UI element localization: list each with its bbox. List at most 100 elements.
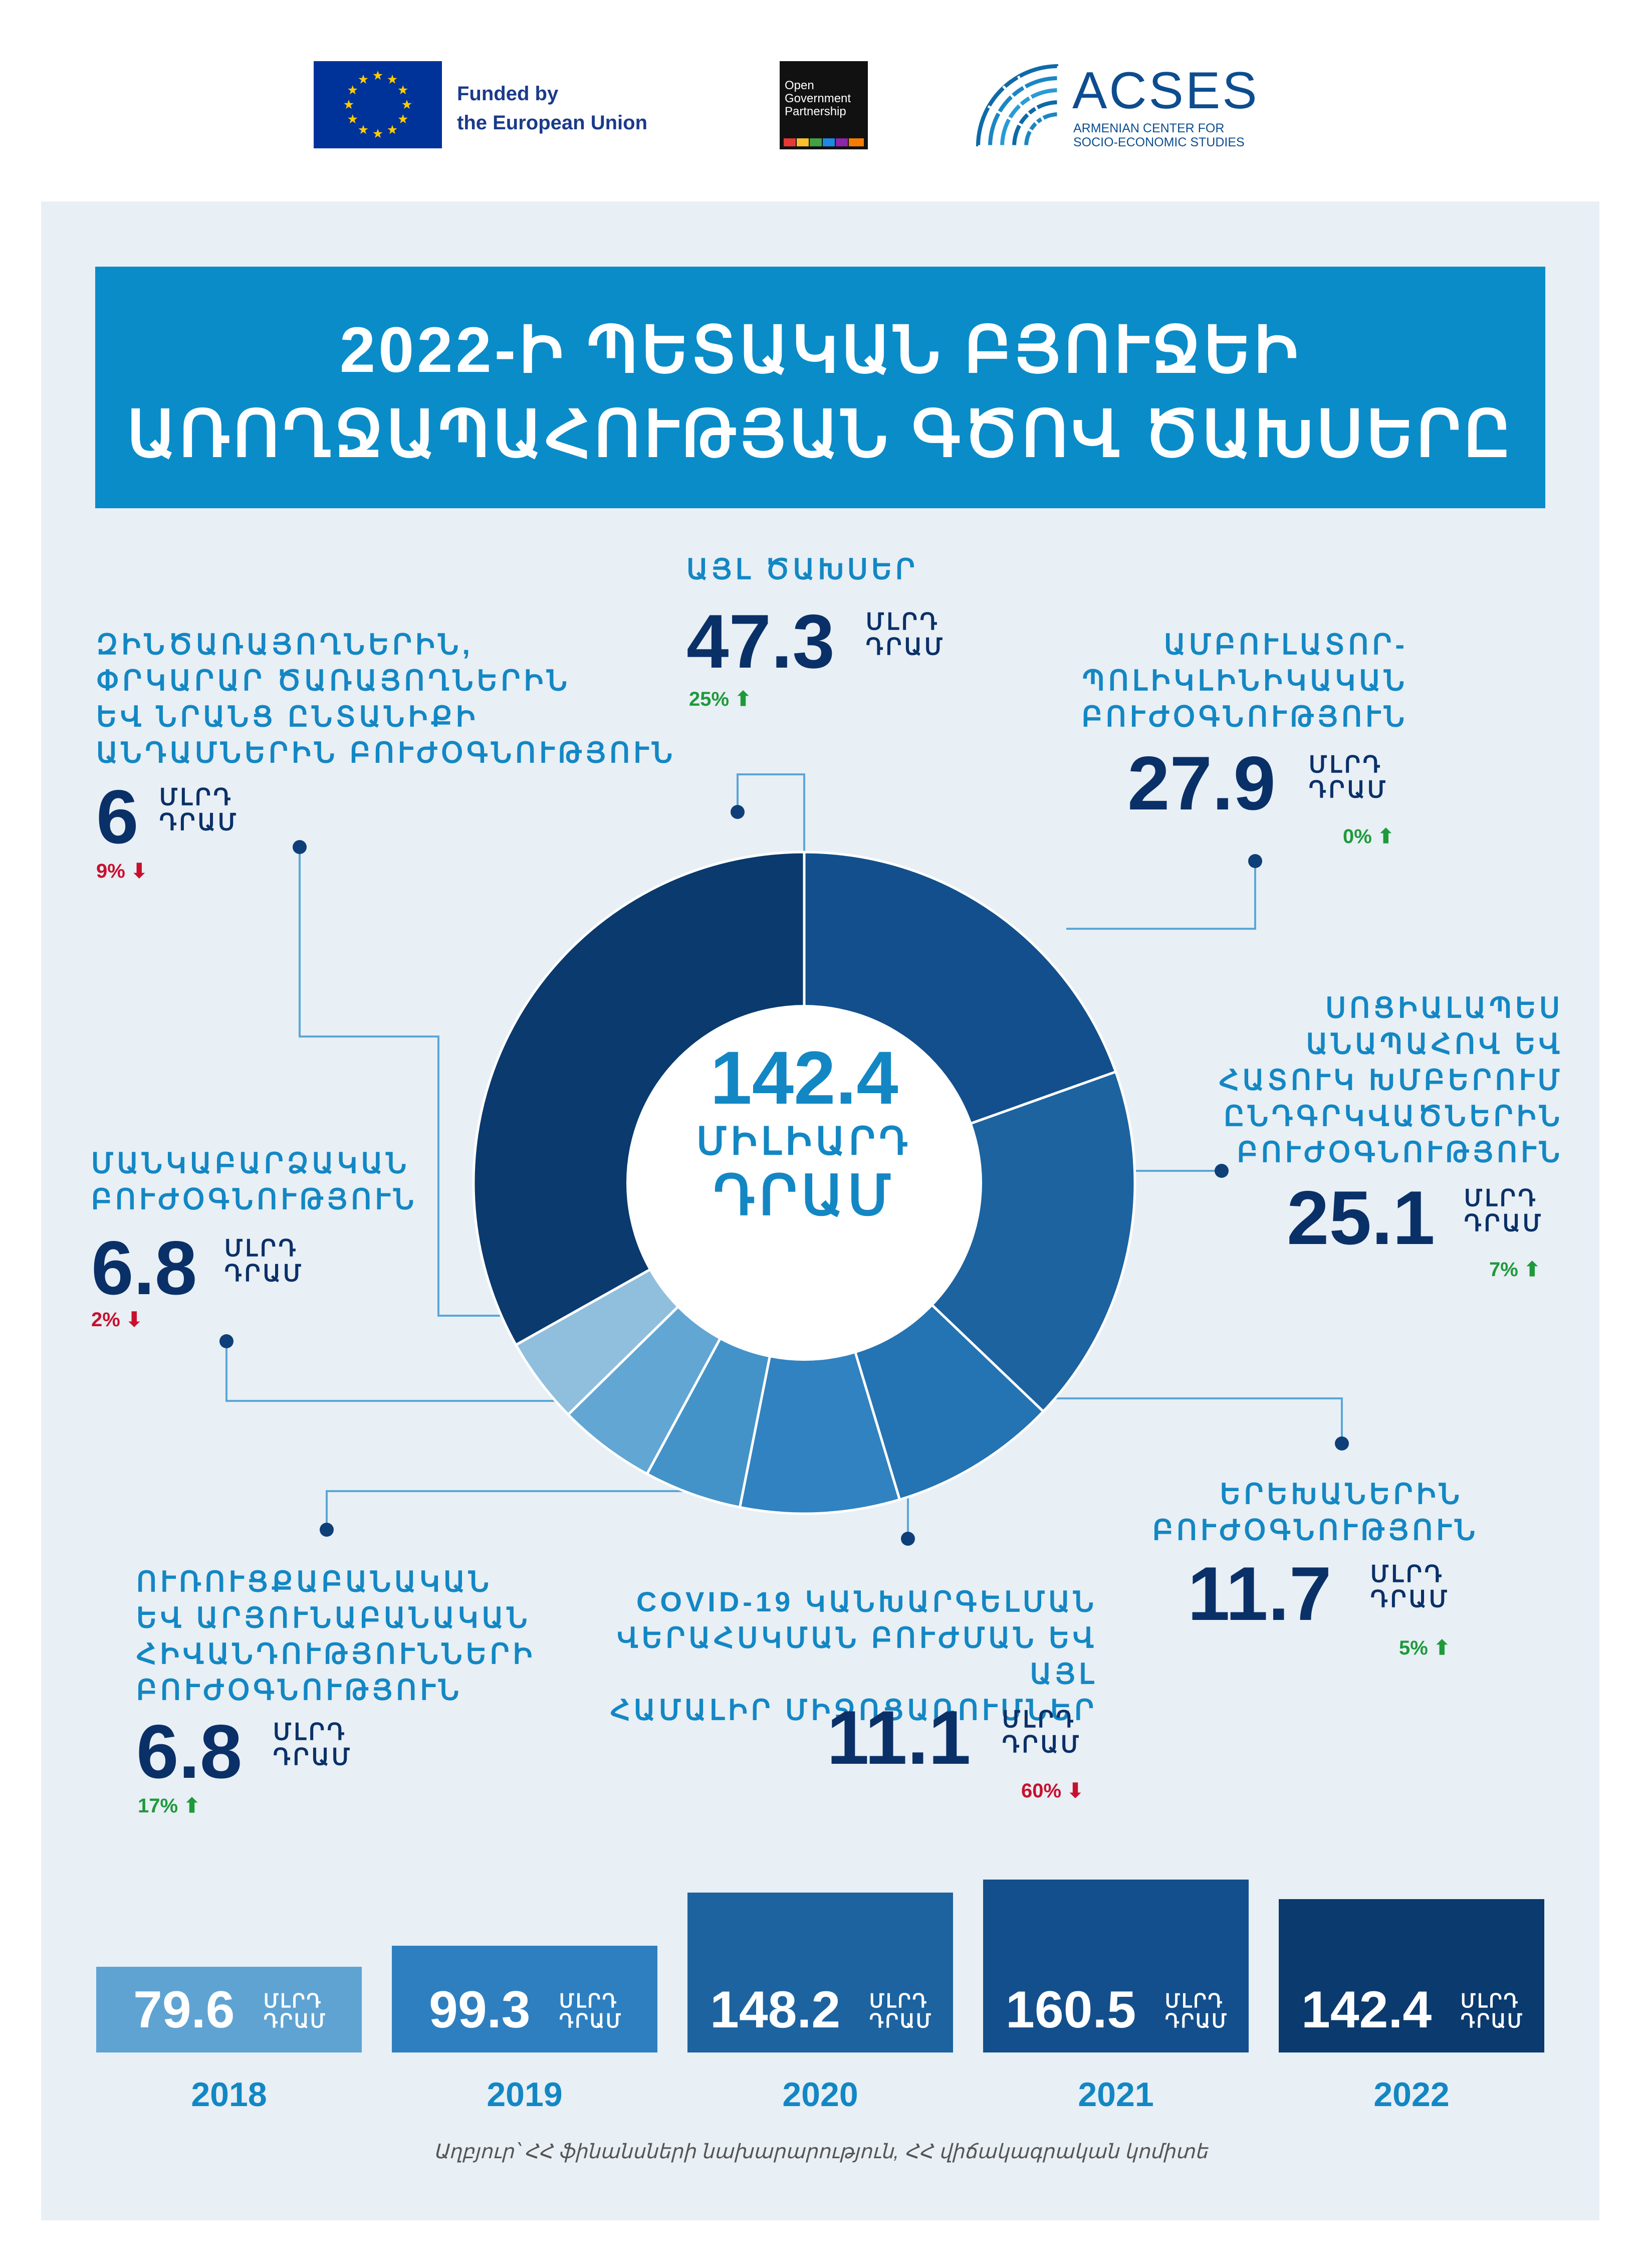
category-name-line: ՊՈԼԻԿԼԻՆԻԿԱԿԱՆ	[1082, 665, 1408, 696]
category-name-line: ԲՈՒԺՕԳՆՈՒԹՅՈՒՆ	[136, 1674, 463, 1706]
eu-star	[398, 114, 408, 124]
unit-line-2: ԴՐԱՄ	[264, 2011, 327, 2032]
arrow-up-icon: ⬆	[183, 1795, 200, 1817]
total-value: 142.4	[710, 1036, 898, 1120]
category-value-servicemen: 6	[96, 774, 139, 860]
unit-label: ՄԼՐԴ ԴՐԱՄ	[273, 1719, 352, 1769]
unit-line-2: ԴՐԱՄ	[866, 634, 946, 660]
category-name-line: ՀԱՏՈՒԿ ԽՄԲԵՐՈՒՄ	[1219, 1064, 1563, 1096]
unit-label: ՄԼՐԴ ԴՐԱՄ	[1464, 1185, 1543, 1235]
category-name-line: ԵՎ ԱՐՅՈՒՆԱԲԱՆԱԿԱՆ	[136, 1602, 531, 1633]
category-value-other: 47.3	[686, 599, 835, 684]
arrow-up-icon: ⬆	[1433, 1637, 1451, 1659]
category-label-vulnerable: ՍՈՑԻԱԼԱՊԵՍ ԱՆԱՊԱՀՈՎ ԵՎ ՀԱՏՈՒԿ ԽՄԲԵՐՈՒՄ Ը…	[1152, 990, 1563, 1170]
year-label: 2020	[782, 2076, 858, 2114]
category-name-line: ՀԱՄԱԼԻՐ ՄԻՋՈՑԱՌՈՒՄՆԵՐ	[610, 1694, 1097, 1726]
title-band: 2022-Ի ՊԵՏԱԿԱՆ ԲՅՈՒՋԵԻ ԱՌՈՂՋԱՊԱՀՈՒԹՅԱՆ Գ…	[95, 267, 1545, 508]
ogp-text-line-1: Open	[785, 79, 814, 92]
unit-line-1: ՄԼՐԴ	[866, 608, 940, 635]
change-ambulatory: 0% ⬆	[1343, 825, 1394, 848]
connector-line	[299, 847, 506, 1317]
ogp-logo-text: Open Government Partnership	[785, 79, 865, 118]
bar-unit-label: ՄԼՐԴ ԴՐԱՄ	[1165, 1991, 1228, 2031]
eu-text-line-1: Funded by	[457, 83, 559, 105]
ogp-text-line-3: Partnership	[785, 105, 846, 118]
category-name-line: COVID-19 ԿԱՆԽԱՐԳԵԼՄԱՆ	[636, 1586, 1097, 1617]
year-label: 2022	[1373, 2076, 1450, 2114]
arrow-up-icon: ⬆	[735, 688, 752, 710]
unit-line-2: ԴՐԱՄ	[869, 2011, 933, 2032]
connector-dot	[1335, 1436, 1349, 1451]
unit-line-2: ԴՐԱՄ	[273, 1744, 353, 1770]
unit-label: ՄԼՐԴ ԴՐԱՄ	[1002, 1707, 1081, 1757]
change-value: 17%	[138, 1795, 178, 1817]
category-name-line: ՍՈՑԻԱԼԱՊԵՍ	[1325, 992, 1563, 1023]
eu-star	[402, 100, 412, 109]
eu-star	[387, 125, 397, 134]
bar-value-label: 99.3	[429, 1981, 531, 2039]
connector-line	[225, 1341, 596, 1402]
eu-stars-icon	[344, 71, 412, 138]
eu-star	[398, 85, 408, 95]
bar-value-label: 142.4	[1301, 1981, 1432, 2039]
category-name-line: ԲՈՒԺՕԳՆՈՒԹՅՈՒՆ	[1081, 701, 1408, 732]
eu-star	[358, 74, 368, 84]
unit-line-1: ՄԼՐԴ	[1165, 1991, 1224, 2012]
change-oncology: 17% ⬆	[138, 1794, 200, 1817]
unit-line-2: ԴՐԱՄ	[1370, 1586, 1450, 1612]
category-name-line: ՎԵՐԱՀՍԿՄԱՆ ԲՈՒԺՄԱՆ ԵՎ ԱՅԼ	[617, 1622, 1097, 1690]
unit-line-2: ԴՐԱՄ	[1464, 1210, 1544, 1236]
category-label-children: ԵՐԵԽԱՆԵՐԻՆ ԲՈՒԺՕԳՆՈՒԹՅՈՒՆ	[1152, 1476, 1475, 1548]
category-name-line: ԶԻՆԾԱՌԱՅՈՂՆԵՐԻՆ,	[96, 629, 474, 660]
eu-star	[358, 125, 368, 134]
unit-line-2: ԴՐԱՄ	[1165, 2011, 1229, 2032]
category-label-ambulatory: ԱՄԲՈՒԼԱՏՈՐ- ՊՈԼԻԿԼԻՆԻԿԱԿԱՆ ԲՈՒԺՕԳՆՈՒԹՅՈՒ…	[1027, 627, 1408, 735]
category-value-covid: 11.1	[827, 1695, 971, 1780]
bar-2021: 160.5 ՄԼՐԴ ԴՐԱՄ	[983, 1880, 1249, 2052]
acses-subtitle: ARMENIAN CENTER FOR SOCIO-ECONOMIC STUDI…	[1073, 121, 1245, 149]
connector-line	[1066, 861, 1256, 930]
unit-label: ՄԼՐԴ ԴՐԱՄ	[1370, 1561, 1450, 1611]
connector-dot	[219, 1334, 233, 1348]
unit-line-1: ՄԼՐԴ	[264, 1991, 323, 2012]
category-value-ambulatory: 27.9	[1127, 741, 1276, 826]
bar-unit-label: ՄԼՐԴ ԴՐԱՄ	[1461, 1991, 1524, 2031]
unit-line-1: ՄԼՐԴ	[159, 784, 233, 810]
change-other: 25% ⬆	[689, 688, 752, 711]
category-name-line: ԲՈՒԺՕԳՆՈՒԹՅՈՒՆ	[1237, 1136, 1563, 1168]
arrow-down-icon: ⬇	[1067, 1780, 1084, 1802]
unit-line-2: ԴՐԱՄ	[1309, 776, 1388, 802]
category-name-line: ԱՆԴԱՄՆԵՐԻՆ ԲՈՒԺՕԳՆՈՒԹՅՈՒՆ	[96, 737, 676, 768]
category-name-line: ՄԱՆԿԱԲԱՐՁԱԿԱՆ	[91, 1147, 410, 1179]
category-label-servicemen: ԶԻՆԾԱՌԱՅՈՂՆԵՐԻՆ, ՓՐԿԱՐԱՐ ԾԱՌԱՅՈՂՆԵՐԻՆ ԵՎ…	[96, 627, 676, 771]
arrow-up-icon: ⬆	[1523, 1259, 1541, 1281]
category-value-maternity: 6.8	[91, 1225, 197, 1311]
bar-value-label: 160.5	[1006, 1981, 1136, 2039]
connector-dot	[1248, 854, 1262, 868]
category-value-children: 11.7	[1188, 1551, 1332, 1636]
category-name-line: ԸՆԴԳՐԿՎԱԾՆԵՐԻՆ	[1224, 1100, 1563, 1132]
change-servicemen: 9% ⬇	[96, 860, 147, 883]
category-name-line: ԱՄԲՈՒԼԱՏՈՐ-	[1163, 629, 1408, 660]
bar-unit-label: ՄԼՐԴ ԴՐԱՄ	[264, 1991, 327, 2031]
eu-star	[348, 85, 358, 95]
ogp-text-line-2: Government	[785, 92, 851, 105]
unit-line-2: ԴՐԱՄ	[1002, 1731, 1082, 1757]
eu-star	[387, 74, 397, 84]
unit-line-1: ՄԼՐԴ	[1309, 751, 1383, 777]
total-unit-line-1: ՄԻԼԻԱՐԴ	[696, 1120, 912, 1163]
unit-line-2: ԴՐԱՄ	[224, 1260, 304, 1286]
category-label-maternity: ՄԱՆԿԱԲԱՐՁԱԿԱՆ ԲՈՒԺՕԳՆՈՒԹՅՈՒՆ	[91, 1145, 417, 1217]
change-vulnerable: 7% ⬆	[1489, 1258, 1540, 1281]
change-covid: 60% ⬇	[1021, 1779, 1084, 1802]
bar-value-label: 148.2	[710, 1981, 841, 2039]
unit-label: ՄԼՐԴ ԴՐԱՄ	[1309, 752, 1388, 802]
acses-sub-line-1: ARMENIAN CENTER FOR	[1073, 121, 1225, 135]
unit-line-1: ՄԼՐԴ	[1002, 1706, 1076, 1732]
acses-title: ACSES	[1072, 62, 1259, 120]
category-value-vulnerable: 25.1	[1287, 1175, 1435, 1261]
category-label-covid: COVID-19 ԿԱՆԽԱՐԳԵԼՄԱՆ ՎԵՐԱՀՍԿՄԱՆ ԲՈՒԺՄԱՆ…	[586, 1584, 1097, 1728]
change-value: 0%	[1343, 826, 1372, 848]
year-label: 2021	[1078, 2076, 1154, 2114]
